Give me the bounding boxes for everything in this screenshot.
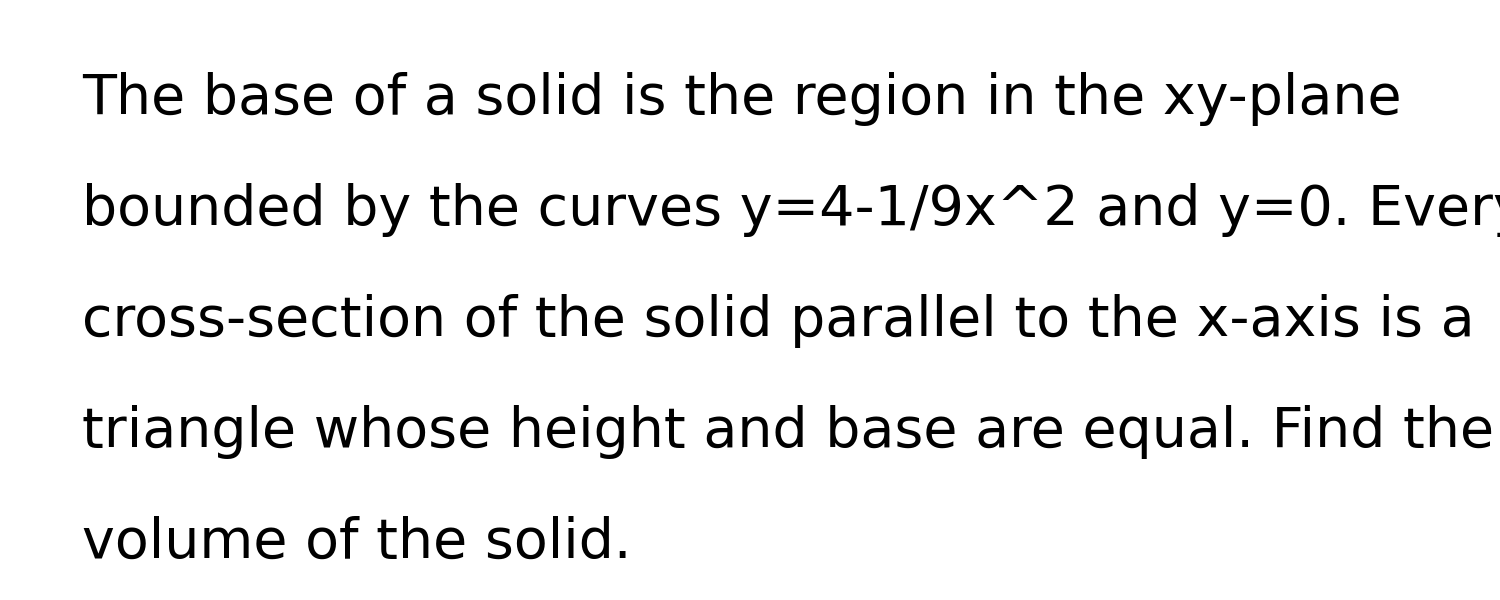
Text: volume of the solid.: volume of the solid. [82,516,632,570]
Text: The base of a solid is the region in the xy-plane: The base of a solid is the region in the… [82,72,1402,126]
Text: cross-section of the solid parallel to the x-axis is a: cross-section of the solid parallel to t… [82,294,1474,348]
Text: bounded by the curves y=4-1/9x^2 and y=0. Every: bounded by the curves y=4-1/9x^2 and y=0… [82,183,1500,237]
Text: triangle whose height and base are equal. Find the: triangle whose height and base are equal… [82,405,1494,459]
